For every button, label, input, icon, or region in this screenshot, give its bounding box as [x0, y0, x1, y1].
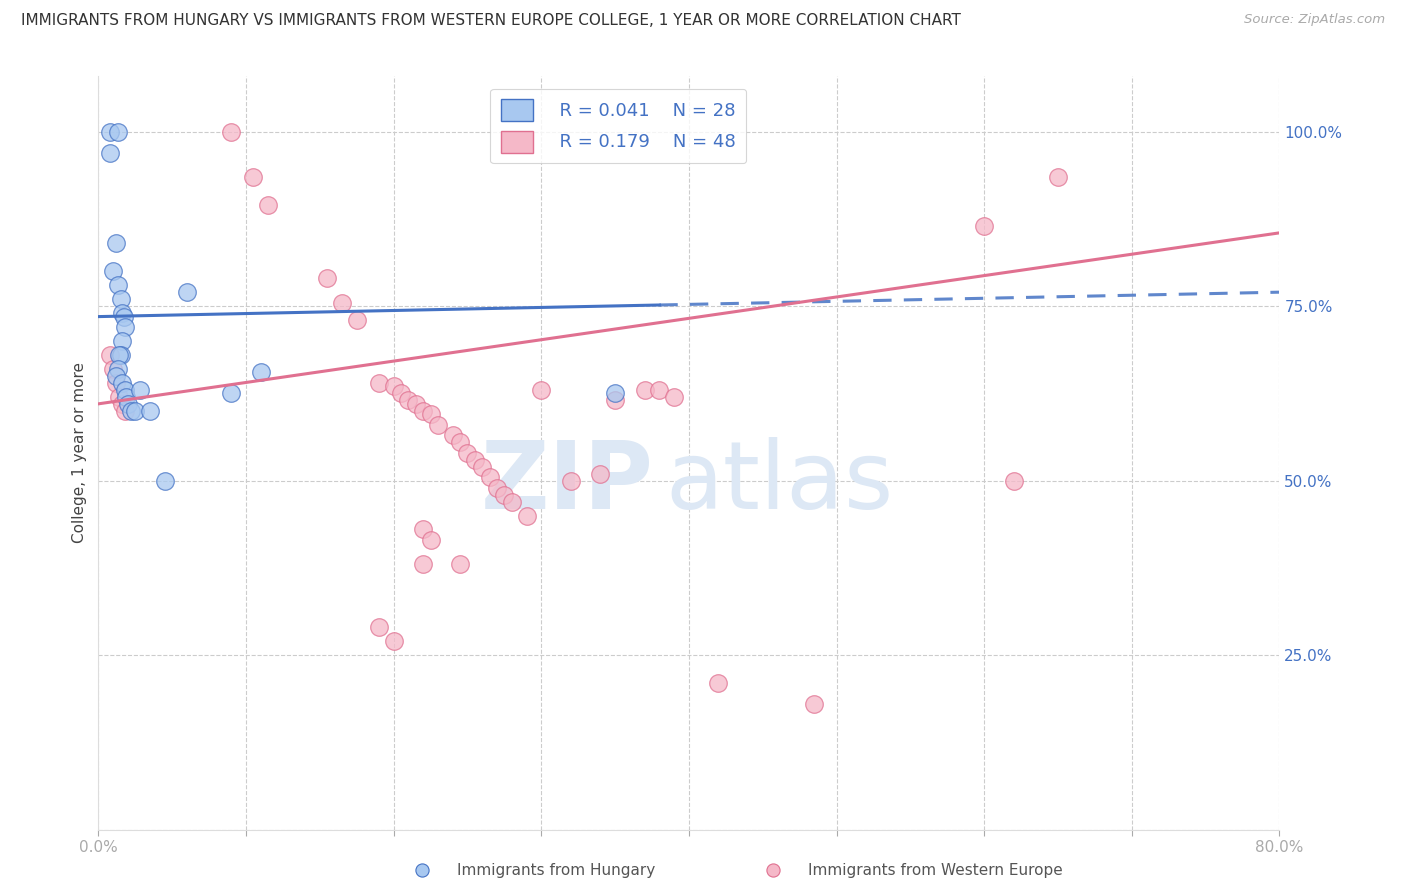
Point: [411, 863, 433, 878]
Point: [441, 428, 464, 442]
Point: [242, 169, 264, 184]
Point: [560, 474, 582, 488]
Text: Source: ZipAtlas.com: Source: ZipAtlas.com: [1244, 13, 1385, 27]
Point: [111, 397, 134, 411]
Point: [405, 397, 427, 411]
Point: [107, 125, 129, 139]
Point: [257, 198, 280, 212]
Point: [111, 334, 134, 348]
Point: [648, 383, 671, 397]
Point: [107, 362, 129, 376]
Point: [114, 404, 136, 418]
Point: [412, 523, 434, 537]
Point: [105, 368, 128, 383]
Point: [634, 383, 657, 397]
Point: [108, 390, 131, 404]
Point: [103, 264, 125, 278]
Point: [382, 379, 405, 393]
Point: [471, 459, 494, 474]
Point: [427, 417, 450, 432]
Point: [664, 390, 686, 404]
Point: [114, 383, 136, 397]
Point: [110, 292, 132, 306]
Point: [707, 676, 730, 690]
Point: [368, 376, 391, 390]
Point: [1002, 474, 1025, 488]
Point: [98, 125, 121, 139]
Point: [605, 393, 627, 408]
Point: [117, 397, 139, 411]
Text: IMMIGRANTS FROM HUNGARY VS IMMIGRANTS FROM WESTERN EUROPE COLLEGE, 1 YEAR OR MOR: IMMIGRANTS FROM HUNGARY VS IMMIGRANTS FR…: [21, 13, 960, 29]
Point: [221, 125, 243, 139]
Point: [98, 348, 121, 362]
Point: [605, 386, 627, 401]
Point: [111, 306, 134, 320]
Point: [464, 452, 486, 467]
Point: [316, 271, 339, 285]
Point: [382, 634, 405, 648]
Point: [115, 390, 138, 404]
Point: [589, 467, 612, 481]
Point: [221, 386, 243, 401]
Point: [449, 558, 471, 572]
Point: [330, 295, 353, 310]
Point: [346, 313, 368, 327]
Point: [762, 863, 785, 878]
Legend:   R = 0.041    N = 28,   R = 0.179    N = 48: R = 0.041 N = 28, R = 0.179 N = 48: [489, 88, 747, 163]
Point: [176, 285, 198, 300]
Point: [105, 236, 128, 251]
Point: [478, 470, 501, 484]
Point: [105, 376, 128, 390]
Point: [419, 407, 441, 421]
Point: [153, 474, 176, 488]
Point: [494, 487, 516, 501]
Point: [516, 508, 538, 523]
Point: [803, 697, 825, 711]
Text: Immigrants from Hungary: Immigrants from Hungary: [457, 863, 655, 878]
Point: [98, 145, 121, 160]
Point: [486, 481, 509, 495]
Point: [449, 435, 471, 450]
Point: [398, 393, 420, 408]
Point: [108, 348, 131, 362]
Point: [530, 383, 553, 397]
Point: [457, 445, 479, 460]
Point: [250, 366, 273, 380]
Point: [139, 404, 162, 418]
Point: [128, 383, 150, 397]
Point: [124, 404, 146, 418]
Point: [120, 404, 142, 418]
Point: [973, 219, 995, 233]
Point: [501, 494, 523, 508]
Text: atlas: atlas: [665, 437, 894, 529]
Point: [368, 620, 391, 634]
Point: [110, 348, 132, 362]
Point: [114, 320, 136, 334]
Point: [103, 362, 125, 376]
Y-axis label: College, 1 year or more: College, 1 year or more: [72, 362, 87, 543]
Point: [112, 310, 135, 324]
Text: Immigrants from Western Europe: Immigrants from Western Europe: [808, 863, 1063, 878]
Point: [111, 376, 134, 390]
Point: [412, 404, 434, 418]
Point: [107, 278, 129, 293]
Point: [1046, 169, 1070, 184]
Point: [419, 533, 441, 547]
Text: ZIP: ZIP: [481, 437, 654, 529]
Point: [412, 558, 434, 572]
Point: [389, 386, 412, 401]
